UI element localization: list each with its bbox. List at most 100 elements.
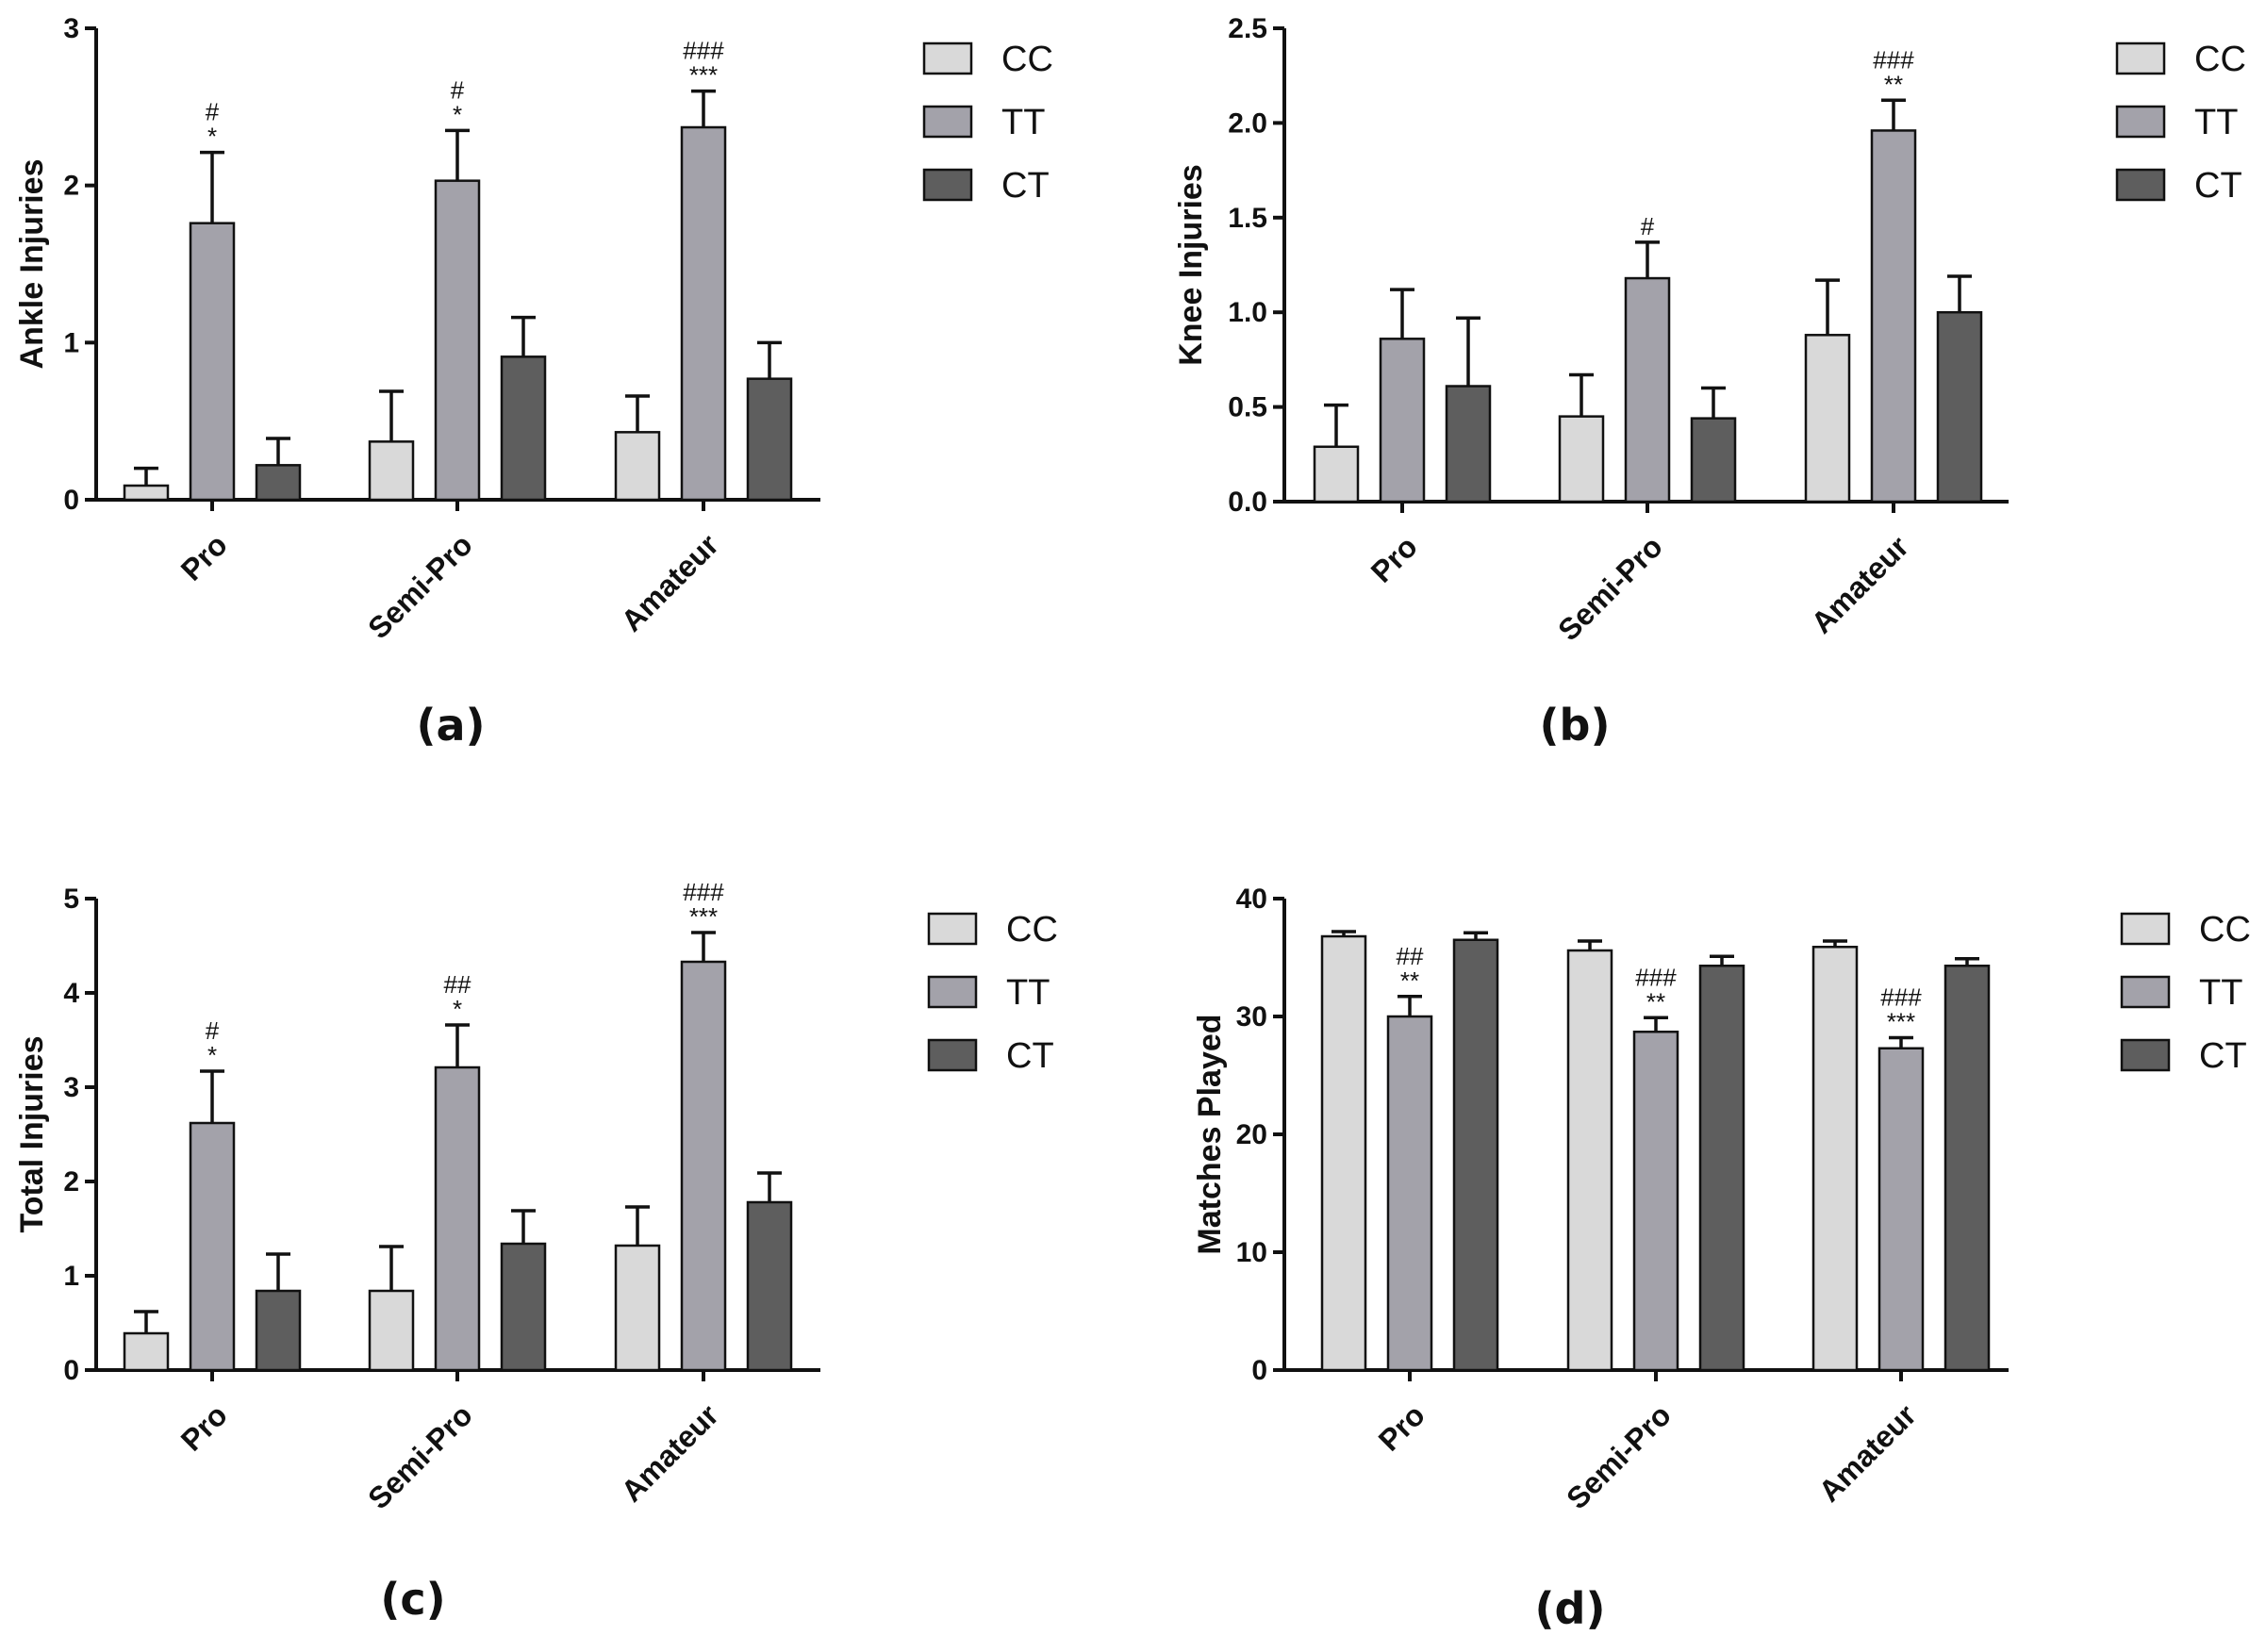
category-label-semi-pro: Semi-Pro <box>361 527 479 645</box>
significance-marker: # <box>206 1016 220 1045</box>
y-axis-title: Knee Injuries <box>1173 164 1209 366</box>
significance-marker: * <box>453 100 462 128</box>
bar-tt-amateur <box>680 125 727 502</box>
significance-marker: ### <box>1635 963 1677 991</box>
legend-label-cc: CC <box>1006 910 1058 950</box>
bar-tt-semi-pro <box>1624 276 1671 504</box>
bar-ct-semi-pro <box>500 355 547 502</box>
legend-label-tt: TT <box>2199 973 2242 1013</box>
significance-marker: ** <box>1646 987 1665 1016</box>
bar-cc-amateur <box>1811 946 1859 1372</box>
category-label-amateur: Amateur <box>1812 1397 1923 1508</box>
significance-marker: # <box>451 75 465 104</box>
chart-panel-b: 0.0 0.5 1.0 1.5 2.0 2.5 Knee Injuries Pro Semi-P… <box>1173 13 2246 751</box>
panel-label: (d) <box>1535 1583 1606 1634</box>
y-tick-label: 40 <box>1236 884 1267 915</box>
legend-swatch-cc <box>922 41 973 75</box>
bar-tt-amateur <box>1870 129 1917 504</box>
bar-cc-semi-pro <box>1558 415 1605 504</box>
significance-marker: # <box>1641 212 1655 240</box>
y-tick-label: 3 <box>63 1072 79 1103</box>
bar-cc-semi-pro <box>1566 949 1613 1372</box>
y-tick-label: 0 <box>1251 1355 1267 1386</box>
legend-swatch-tt <box>922 105 973 139</box>
y-tick-label: 0.0 <box>1228 487 1267 518</box>
significance-marker: ** <box>1884 70 1903 98</box>
panel-label: (b) <box>1540 700 1611 751</box>
category-label-amateur: Amateur <box>615 527 725 637</box>
y-tick-label: 4 <box>63 978 79 1009</box>
significance-marker: *** <box>1887 1008 1915 1036</box>
legend-swatch-cc <box>927 912 978 946</box>
bar-ct-amateur <box>746 1200 793 1372</box>
legend-label-ct: CT <box>1001 166 1050 206</box>
significance-marker: ## <box>444 970 471 999</box>
bar-cc-pro <box>1313 445 1360 504</box>
y-tick-label: 2 <box>63 171 79 202</box>
legend-swatch-ct <box>2120 1038 2171 1072</box>
y-tick-label: 2.5 <box>1228 13 1267 44</box>
legend-swatch-tt <box>927 975 978 1009</box>
legend-swatch-tt <box>2115 105 2166 139</box>
significance-marker: * <box>207 1041 217 1069</box>
legend-label-ct: CT <box>2194 166 2242 206</box>
y-tick-label: 2.0 <box>1228 107 1267 139</box>
significance-marker: ** <box>1400 966 1419 995</box>
y-tick-label: 1 <box>63 1261 79 1292</box>
legend-swatch-cc <box>2115 41 2166 75</box>
category-label-pro: Pro <box>174 1397 234 1457</box>
bar-ct-pro <box>1452 938 1499 1372</box>
legend-label-cc: CC <box>2194 40 2246 79</box>
bar-ct-amateur <box>1943 965 1991 1372</box>
y-tick-label: 2 <box>63 1166 79 1198</box>
significance-marker: ### <box>683 878 724 906</box>
y-axis-title: Matches Played <box>1192 1014 1228 1254</box>
y-tick-label: 3 <box>63 13 79 44</box>
legend-label-ct: CT <box>2199 1036 2247 1076</box>
significance-marker: ### <box>683 37 724 65</box>
significance-marker: # <box>206 98 220 126</box>
y-tick-label: 5 <box>63 884 79 915</box>
category-label-pro: Pro <box>174 527 234 586</box>
legend-label-tt: TT <box>2194 103 2238 142</box>
y-tick-label: 1.0 <box>1228 297 1267 328</box>
legend-swatch-tt <box>2120 975 2171 1009</box>
bar-ct-semi-pro <box>500 1242 547 1372</box>
bar-cc-pro <box>123 484 170 502</box>
bar-cc-semi-pro <box>368 440 415 502</box>
legend-swatch-cc <box>2120 912 2171 946</box>
bar-cc-amateur <box>1804 334 1851 504</box>
category-label-amateur: Amateur <box>1805 529 1915 639</box>
bar-tt-semi-pro <box>434 179 481 502</box>
legend-label-cc: CC <box>1001 40 1053 79</box>
bar-cc-amateur <box>614 431 661 502</box>
category-label-pro: Pro <box>1365 529 1424 588</box>
category-label-semi-pro: Semi-Pro <box>361 1397 479 1515</box>
y-tick-label: 30 <box>1236 1001 1267 1032</box>
bar-ct-semi-pro <box>1698 965 1745 1372</box>
significance-marker: *** <box>689 61 718 90</box>
bar-ct-amateur <box>746 377 793 502</box>
bar-ct-amateur <box>1936 310 1983 504</box>
bar-cc-pro <box>123 1331 170 1372</box>
significance-marker: * <box>453 995 462 1023</box>
bar-ct-pro <box>255 1289 302 1372</box>
bar-tt-pro <box>189 1121 236 1372</box>
category-label-pro: Pro <box>1372 1397 1431 1457</box>
y-axis-title: Ankle Injuries <box>14 159 50 370</box>
bar-cc-semi-pro <box>368 1289 415 1372</box>
y-tick-label: 0 <box>63 485 79 516</box>
chart-panel-d: 0 10 20 30 40 Matches Played Pro Semi-Pro Amateu… <box>1192 884 2251 1634</box>
category-label-semi-pro: Semi-Pro <box>1560 1397 1678 1515</box>
y-tick-label: 10 <box>1236 1237 1267 1268</box>
bar-cc-pro <box>1320 934 1367 1372</box>
bar-ct-semi-pro <box>1690 417 1737 504</box>
bar-tt-semi-pro <box>1632 1031 1679 1372</box>
panel-label: (c) <box>380 1574 445 1625</box>
bar-tt-semi-pro <box>434 1066 481 1372</box>
legend-label-tt: TT <box>1001 103 1045 142</box>
legend-label-cc: CC <box>2199 910 2251 950</box>
